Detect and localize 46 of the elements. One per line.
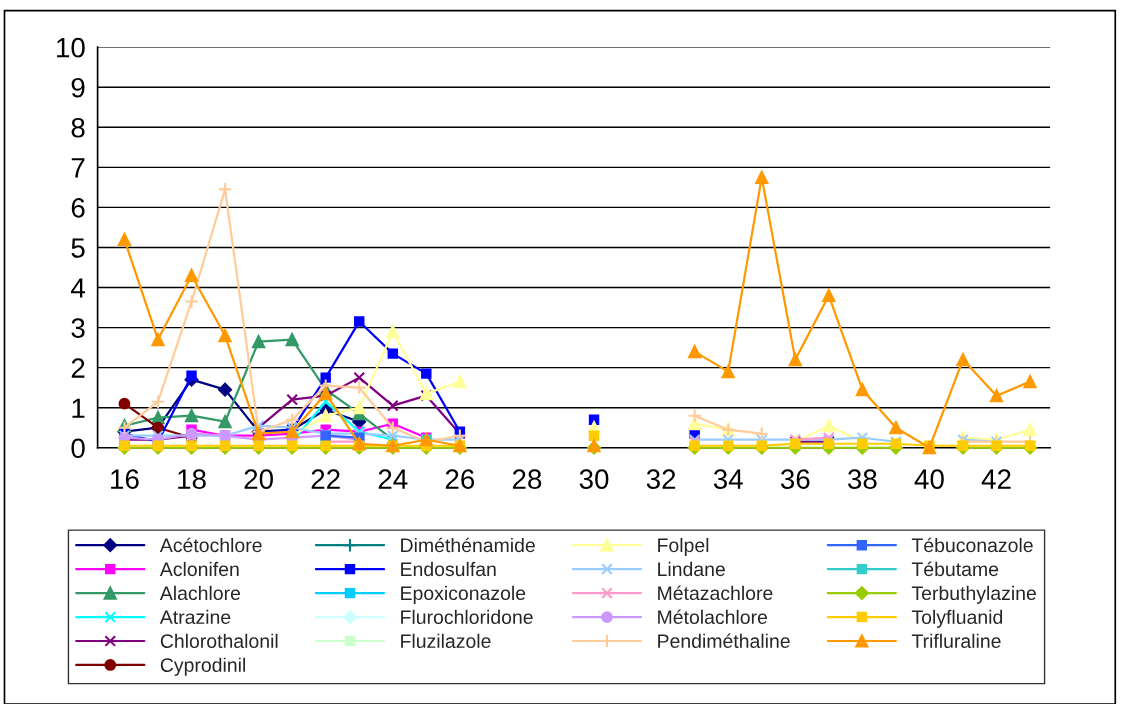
y-tick-label: 6 [71,198,85,218]
y-tick-label: 10 [57,37,85,58]
legend-label: Flurochloridone [401,609,533,625]
legend-label: Fluzilazole [401,633,491,649]
x-tick-label: 26 [445,469,475,489]
x-tick-label: 38 [847,469,877,489]
legend-label: Aclonifen [159,561,239,577]
x-tick-label: 32 [646,469,676,489]
y-tick-label: 5 [71,238,85,258]
legend-label: Lindane [658,561,725,577]
x-tick-label: 30 [579,469,609,489]
y-tick-label: 4 [71,278,85,298]
legend-label: Folpel [658,537,709,557]
legend-label: Acétochlore [159,537,262,553]
y-tick-label: 2 [71,358,85,378]
x-tick-label: 34 [713,469,743,489]
legend-label: Cyprodinil [160,657,245,676]
x-tick-label: 42 [981,469,1011,489]
legend-label: Tébuconazole [911,537,1033,553]
legend-label: Diméthénamide [401,537,535,553]
y-tick-label: 8 [71,117,85,138]
x-tick-label: 36 [780,469,810,489]
y-tick-label: 9 [71,77,85,98]
legend-label: Epoxiconazole [401,585,526,604]
legend-label: Endosulfan [401,561,496,577]
x-tick-label: 24 [378,469,408,489]
x-tick-label: 40 [914,469,944,489]
y-tick-label: 3 [71,318,85,338]
x-tick-label: 16 [111,469,139,489]
y-tick-label: 0 [71,438,85,459]
x-tick-label: 28 [512,469,542,489]
legend-label: Terbuthylazine [911,585,1036,604]
y-tick-label: 7 [71,158,85,178]
legend-label: Chlorothalonil [160,633,278,649]
legend-label: Métolachlore [658,609,768,625]
y-tick-label: 1 [72,398,85,418]
legend-label: Alachlore [159,585,241,601]
legend-label: Métazachlore [658,585,773,601]
legend-label: Trifluraline [911,633,1001,649]
x-tick-label: 22 [311,469,340,489]
legend-label: Pendiméthaline [658,633,790,649]
x-tick-label: 18 [178,469,206,489]
x-tick-label: 20 [244,469,273,489]
legend-label: Tébutame [911,561,999,577]
legend-label: Atrazine [159,609,231,625]
legend-label: Tolyfluanid [911,609,1003,628]
